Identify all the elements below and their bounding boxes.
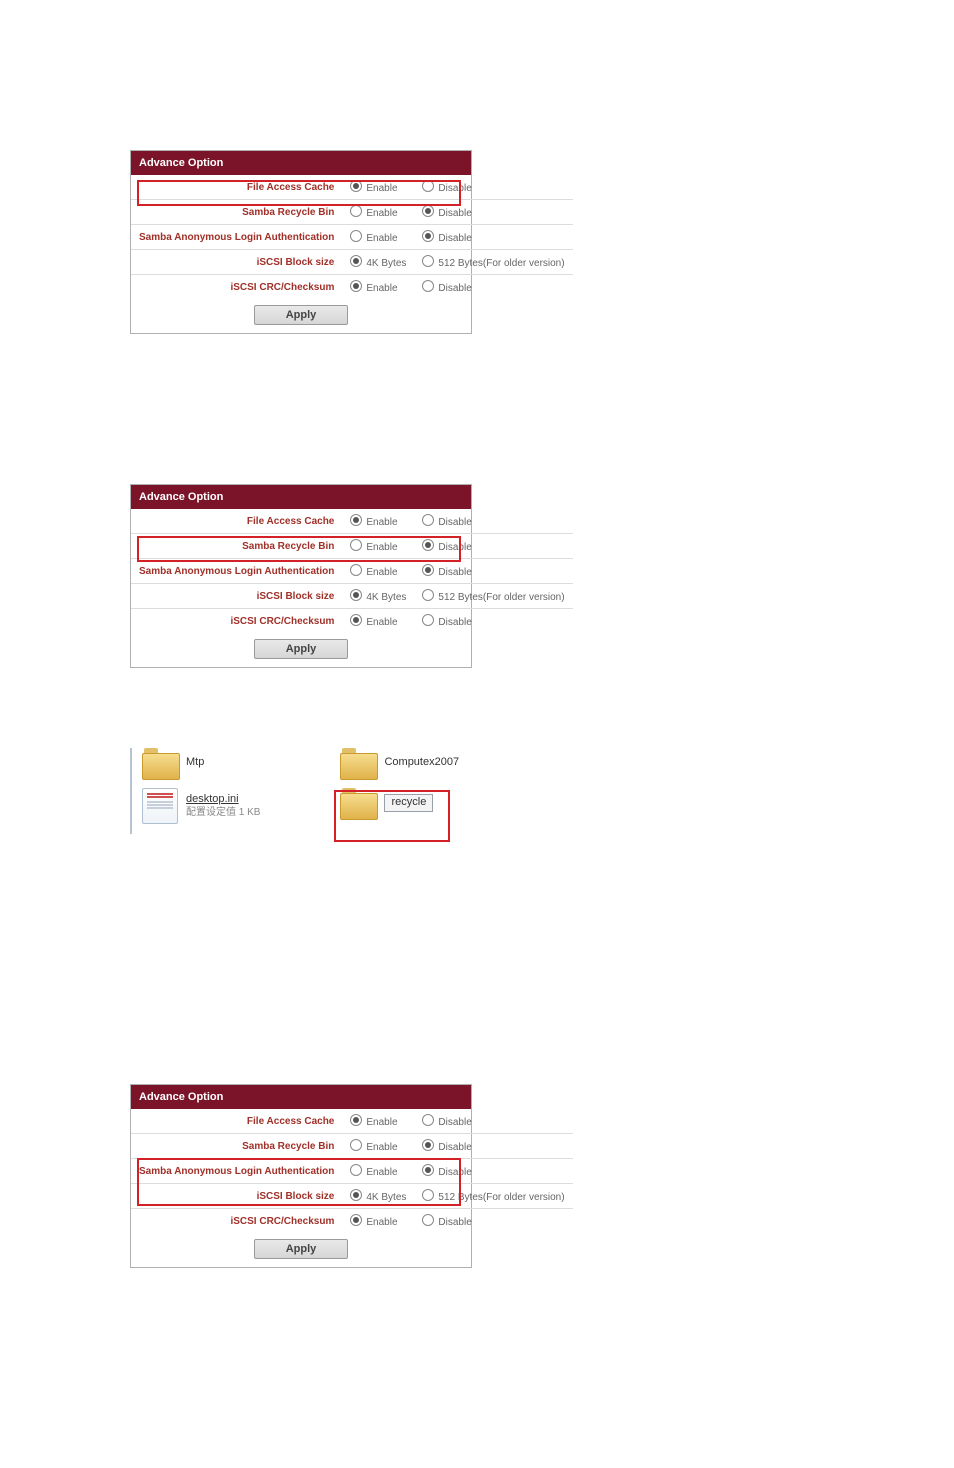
label-iscsi-block-size: iSCSI Block size [131, 250, 342, 275]
apply-button[interactable]: Apply [254, 1239, 348, 1259]
options-table: File Access Cache Enable Disable Samba R… [131, 509, 573, 633]
radio-icon [350, 1139, 362, 1151]
file-desktop-ini[interactable]: desktop.ini 配置设定值 1 KB [142, 788, 260, 824]
row-iscsi-crc: iSCSI CRC/Checksum Enable Disable [131, 275, 573, 300]
panel-header: Advance Option [131, 151, 471, 175]
opt-enable[interactable]: Enable [342, 225, 414, 250]
folder-icon [340, 788, 376, 818]
opt-enable[interactable]: Enable [342, 275, 414, 300]
radio-checked-icon [350, 1114, 362, 1126]
opt-512[interactable]: 512 Bytes(For older version) [414, 250, 572, 275]
opt-enable[interactable]: Enable [342, 200, 414, 225]
radio-icon [422, 514, 434, 526]
radio-icon [350, 564, 362, 576]
opt-4k[interactable]: 4K Bytes [342, 250, 414, 275]
row-iscsi-block-size: iSCSI Block size 4K Bytes 512 Bytes(For … [131, 1184, 573, 1209]
advance-option-panel-1: Advance Option File Access Cache Enable … [130, 150, 954, 334]
opt-disable[interactable]: Disable [414, 175, 572, 200]
folder-icon [340, 748, 376, 778]
radio-icon [422, 1114, 434, 1126]
radio-checked-icon [422, 205, 434, 217]
row-samba-recycle-bin: Samba Recycle Bin Enable Disable [131, 534, 573, 559]
folder-view: Mtp desktop.ini 配置设定值 1 KB Computex2007 [130, 748, 550, 834]
folder-mtp[interactable]: Mtp [142, 748, 260, 778]
opt-disable[interactable]: Disable [414, 275, 572, 300]
radio-icon [422, 180, 434, 192]
options-table: File Access Cache Enable Disable Samba R… [131, 1109, 573, 1233]
row-iscsi-block-size: iSCSI Block size 4K Bytes 512 Bytes(For … [131, 584, 573, 609]
row-file-access-cache: File Access Cache Enable Disable [131, 509, 573, 534]
radio-icon [422, 255, 434, 267]
folder-icon [142, 748, 178, 778]
radio-checked-icon [350, 280, 362, 292]
radio-checked-icon [350, 1214, 362, 1226]
radio-checked-icon [422, 564, 434, 576]
radio-checked-icon [422, 1164, 434, 1176]
folder-label: recycle [384, 794, 433, 811]
radio-icon [422, 589, 434, 601]
row-samba-anon-login: Samba Anonymous Login Authentication Ena… [131, 225, 573, 250]
radio-checked-icon [350, 514, 362, 526]
radio-checked-icon [350, 614, 362, 626]
folder-label: Mtp [186, 756, 204, 769]
radio-checked-icon [422, 1139, 434, 1151]
row-iscsi-crc: iSCSI CRC/Checksum Enable Disable [131, 1209, 573, 1234]
folder-recycle[interactable]: recycle [340, 788, 459, 818]
panel-header: Advance Option [131, 1085, 471, 1109]
label-iscsi-crc: iSCSI CRC/Checksum [131, 275, 342, 300]
advance-option-panel-3: Advance Option File Access Cache Enable … [130, 1084, 954, 1268]
row-file-access-cache: File Access Cache Enable Disable [131, 1109, 573, 1134]
label-samba-anon-login: Samba Anonymous Login Authentication [131, 225, 342, 250]
radio-checked-icon [350, 589, 362, 601]
options-table: File Access Cache Enable Disable Samba R… [131, 175, 573, 299]
advance-option-panel-2: Advance Option File Access Cache Enable … [130, 484, 954, 668]
row-file-access-cache: File Access Cache Enable Disable [131, 175, 573, 200]
label-samba-recycle-bin: Samba Recycle Bin [131, 200, 342, 225]
label-file-access-cache: File Access Cache [131, 175, 342, 200]
radio-icon [350, 1164, 362, 1176]
radio-checked-icon [422, 230, 434, 242]
file-label: desktop.ini 配置设定值 1 KB [186, 793, 260, 819]
radio-icon [422, 1189, 434, 1201]
folder-label: Computex2007 [384, 756, 459, 769]
radio-icon [350, 230, 362, 242]
row-iscsi-block-size: iSCSI Block size 4K Bytes 512 Bytes(For … [131, 250, 573, 275]
apply-button[interactable]: Apply [254, 305, 348, 325]
radio-checked-icon [350, 255, 362, 267]
opt-disable[interactable]: Disable [414, 200, 572, 225]
radio-checked-icon [350, 180, 362, 192]
radio-icon [422, 614, 434, 626]
divider [130, 748, 132, 834]
radio-icon [350, 205, 362, 217]
row-samba-recycle-bin: Samba Recycle Bin Enable Disable [131, 200, 573, 225]
radio-checked-icon [422, 539, 434, 551]
file-icon [142, 788, 178, 824]
radio-icon [350, 539, 362, 551]
radio-icon [422, 280, 434, 292]
radio-checked-icon [350, 1189, 362, 1201]
row-samba-anon-login: Samba Anonymous Login Authentication Ena… [131, 1159, 573, 1184]
folder-computex[interactable]: Computex2007 [340, 748, 459, 778]
opt-disable[interactable]: Disable [414, 225, 572, 250]
apply-button[interactable]: Apply [254, 639, 348, 659]
opt-enable[interactable]: Enable [342, 175, 414, 200]
row-samba-anon-login: Samba Anonymous Login Authentication Ena… [131, 559, 573, 584]
panel-header: Advance Option [131, 485, 471, 509]
row-samba-recycle-bin: Samba Recycle Bin Enable Disable [131, 1134, 573, 1159]
row-iscsi-crc: iSCSI CRC/Checksum Enable Disable [131, 609, 573, 634]
radio-icon [422, 1214, 434, 1226]
